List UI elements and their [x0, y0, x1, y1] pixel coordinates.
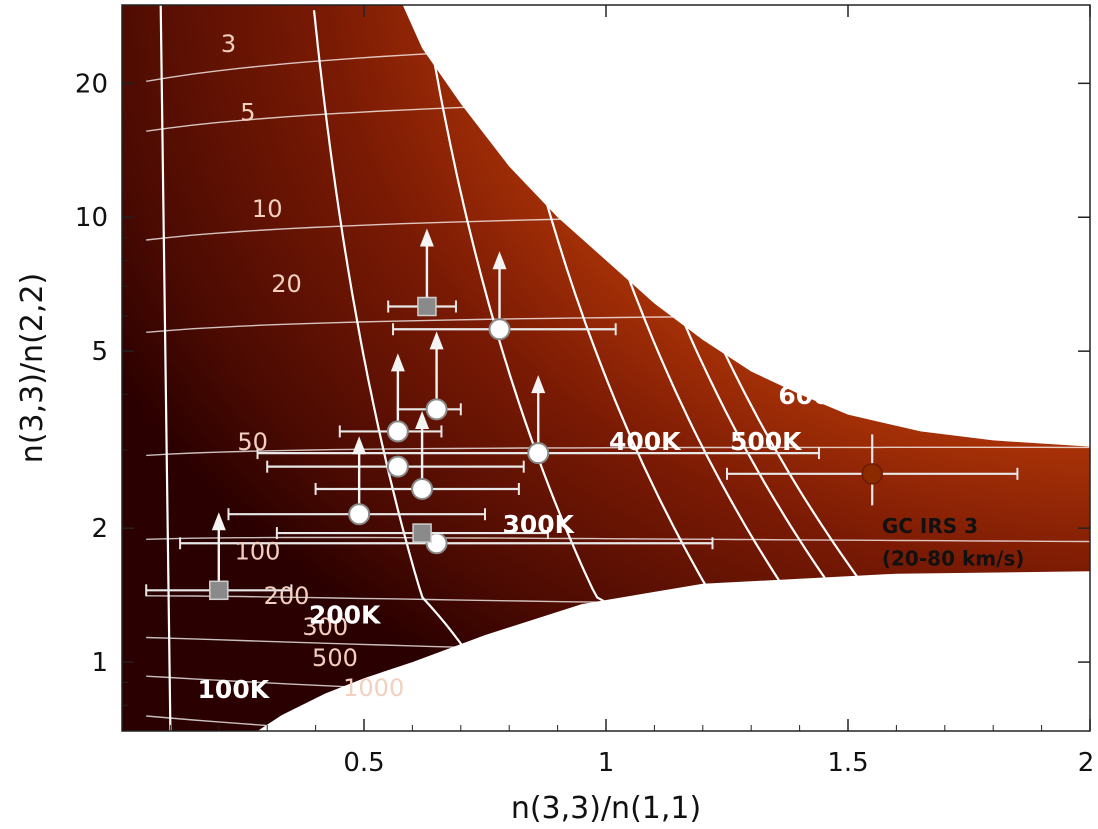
x-tick-label: 1 [598, 748, 615, 778]
density-contour-label: 5 [240, 98, 255, 126]
circle-marker [527, 442, 550, 465]
temperature-contour-label: 100K [198, 675, 271, 704]
density-contour [146, 31, 1090, 82]
x-tick-label: 2 [1078, 748, 1095, 778]
temperature-contour [548, 10, 1090, 702]
density-contour [146, 446, 1090, 457]
arrow-head [415, 410, 430, 429]
density-contour [146, 595, 1090, 609]
square-marker [412, 523, 432, 543]
y-tick-label: 10 [75, 203, 108, 233]
density-contour [146, 536, 1090, 543]
density-contour-label: 100 [235, 538, 281, 566]
density-contour-label: 3 [221, 30, 236, 58]
circle-marker [488, 318, 511, 341]
circle-marker [425, 398, 448, 421]
data-point-circle [314, 410, 520, 500]
density-contour-label: 300 [302, 613, 348, 641]
arrow-head [531, 375, 546, 394]
density-contour-label: 50 [237, 428, 268, 456]
density-contour-label: 500 [312, 644, 358, 672]
y-tick-label: 2 [91, 514, 108, 544]
tick-labels: 0.5 1 1.5 2 1 2 5 10 20 [75, 69, 1094, 778]
density-contour [146, 210, 1090, 241]
data-points [145, 228, 1019, 601]
temperature-contour-label: 200K [309, 601, 382, 630]
x-axis-title: n(3,3)/n(1,1) [511, 791, 701, 826]
arrow-head [211, 512, 226, 531]
arrow-head [390, 353, 405, 372]
density-contour [146, 715, 1090, 731]
square-marker [209, 580, 229, 601]
heatmap-region [122, 5, 1090, 731]
density-contour-label: 10 [252, 195, 283, 223]
data-point-circle [256, 375, 820, 465]
arrow-head [352, 436, 367, 455]
axis-ticks [122, 4, 1091, 731]
data-point-circle [266, 455, 525, 478]
x-tick-label: 1.5 [827, 748, 868, 778]
data-point-circle [227, 436, 486, 526]
temperature-contour [424, 10, 778, 731]
data-point-special [726, 434, 1019, 506]
temperature-contour-label: 500K [730, 427, 803, 456]
density-contour [146, 636, 1090, 661]
arrow-head [492, 251, 507, 270]
y-tick-label: 1 [91, 648, 108, 678]
circle-marker [411, 477, 434, 500]
data-point-square [387, 228, 457, 317]
temperature-contour [601, 10, 1090, 642]
temperature-contour-label: 700K [778, 317, 851, 346]
x-tick-label: 0.5 [343, 748, 384, 778]
density-contour-label: 1000 [343, 674, 404, 702]
density-contours [146, 31, 1090, 731]
temperature-contours [159, 5, 1090, 731]
arrow-head [429, 331, 444, 350]
temperature-contour [312, 10, 514, 731]
arrow-head [419, 228, 434, 247]
data-point-circle [338, 353, 443, 443]
temperature-contour [498, 10, 985, 731]
temperature-contour [159, 5, 172, 731]
temperature-contour-label: 300K [502, 510, 575, 539]
density-contour [146, 313, 1090, 333]
square-marker [417, 296, 437, 317]
special-marker [861, 463, 883, 485]
data-point-circle [392, 251, 617, 341]
source-annotation: (20-80 km/s) [882, 546, 1025, 570]
data-point-square [275, 523, 549, 543]
density-contour [146, 675, 1090, 710]
density-contour-label: 20 [271, 270, 302, 298]
circle-marker [386, 420, 409, 443]
temperature-contour [579, 10, 1090, 662]
y-axis-title: n(3,3)/n(2,2) [15, 273, 50, 463]
data-point-square [145, 512, 293, 601]
temperature-contour-label: 400K [609, 427, 682, 456]
circle-marker [348, 503, 371, 526]
circle-marker [386, 455, 409, 478]
y-tick-label: 5 [91, 337, 108, 367]
density-contour [146, 91, 1090, 132]
y-tick-label: 20 [75, 69, 108, 99]
density-contour-label: 200 [264, 582, 310, 610]
source-annotation: GC IRS 3 [882, 514, 978, 538]
temperature-contour-label: 600K [778, 381, 851, 410]
